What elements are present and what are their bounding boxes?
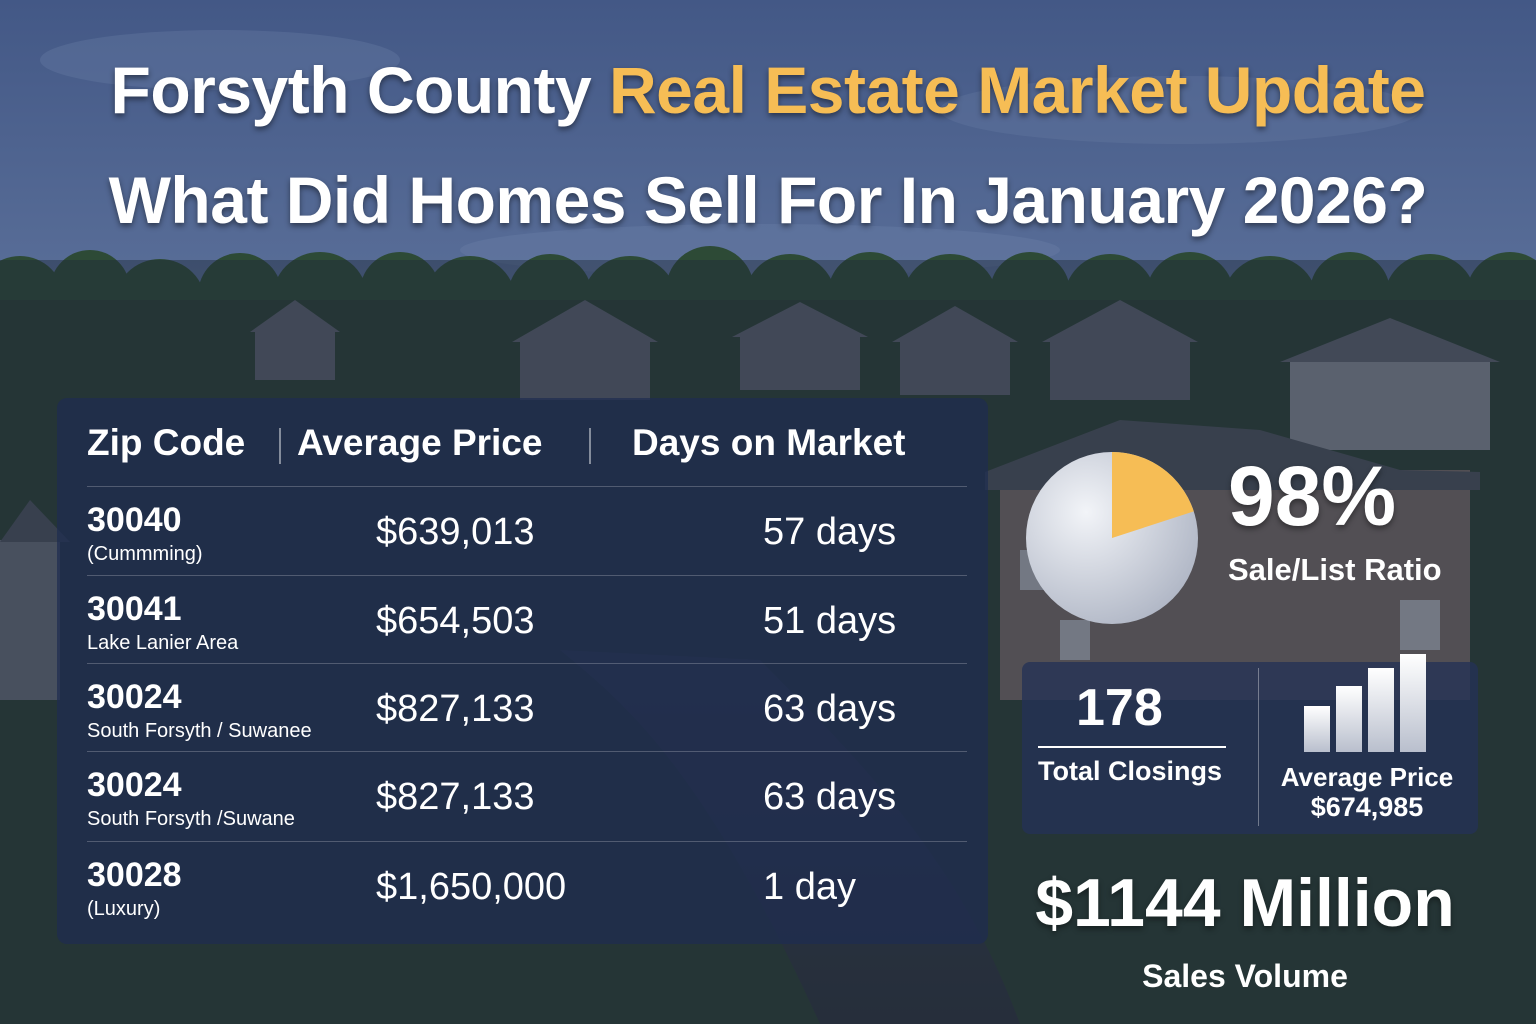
zip-code-table: Zip Code Average Price Days on Market 30… xyxy=(57,398,988,944)
area-name: Lake Lanier Area xyxy=(87,632,239,654)
average-price-value: $674,985 xyxy=(1310,792,1424,822)
zip-code: 30041 xyxy=(87,590,182,628)
sale-list-ratio-label: Sale/List Ratio xyxy=(1228,552,1442,587)
total-closings-value: 178 xyxy=(1076,679,1163,737)
average-price: $827,133 xyxy=(376,776,535,818)
column-header-price: Average Price xyxy=(297,422,543,463)
days-on-market: 63 days xyxy=(763,776,897,818)
zip-code: 30024 xyxy=(87,766,182,804)
column-header-zip: Zip Code xyxy=(87,422,246,463)
days-on-market: 63 days xyxy=(763,688,897,730)
average-price: $1,650,000 xyxy=(376,866,567,908)
title-line-2: What Did Homes Sell For In January 2026? xyxy=(108,163,1428,237)
average-price-label: Average Price xyxy=(1280,762,1454,792)
days-on-market: 1 day xyxy=(763,866,856,908)
average-price: $654,503 xyxy=(376,600,535,642)
column-divider xyxy=(279,428,281,464)
average-price: $827,133 xyxy=(376,688,535,730)
zip-code: 30040 xyxy=(87,501,182,539)
average-price: $639,013 xyxy=(376,511,535,553)
divider xyxy=(1258,668,1259,826)
area-name: (Luxury) xyxy=(87,898,161,920)
days-on-market: 51 days xyxy=(763,600,897,642)
pie-chart-icon xyxy=(1026,452,1198,624)
area-name: (Cummming) xyxy=(87,543,203,565)
area-name: South Forsyth / Suwanee xyxy=(87,720,312,742)
table-row: 30041 Lake Lanier Area $654,503 51 days xyxy=(87,575,967,664)
stats-panel: 178 Total Closings Average Price $674,98… xyxy=(1022,654,1478,834)
sale-list-ratio-value: 98% xyxy=(1228,449,1397,543)
sales-volume-label: Sales Volume xyxy=(1142,958,1348,994)
sales-volume-value: $1144 Million xyxy=(1035,865,1455,941)
table-row: 30040 (Cummming) $639,013 57 days xyxy=(87,486,967,575)
table-row: 30024 South Forsyth / Suwanee $827,133 6… xyxy=(87,663,967,752)
days-on-market: 57 days xyxy=(763,511,897,553)
divider xyxy=(1038,746,1226,748)
column-header-days: Days on Market xyxy=(632,422,906,463)
total-closings-label: Total Closings xyxy=(1038,756,1223,786)
area-name: South Forsyth /Suwane xyxy=(87,808,295,830)
title-highlight: Real Estate Market Update xyxy=(609,53,1426,127)
table-row: 30024 South Forsyth /Suwane $827,133 63 … xyxy=(87,751,967,840)
zip-code: 30024 xyxy=(87,678,182,716)
table-row: 30028 (Luxury) $1,650,000 1 day xyxy=(87,841,967,930)
title-county: Forsyth County xyxy=(110,53,592,127)
column-divider xyxy=(589,428,591,464)
zip-code: 30028 xyxy=(87,856,182,894)
pie-highlight-slice xyxy=(1112,452,1194,538)
title-line-1: Forsyth County Real Estate Market Update xyxy=(0,52,1536,128)
bar-chart-icon xyxy=(1304,654,1426,752)
